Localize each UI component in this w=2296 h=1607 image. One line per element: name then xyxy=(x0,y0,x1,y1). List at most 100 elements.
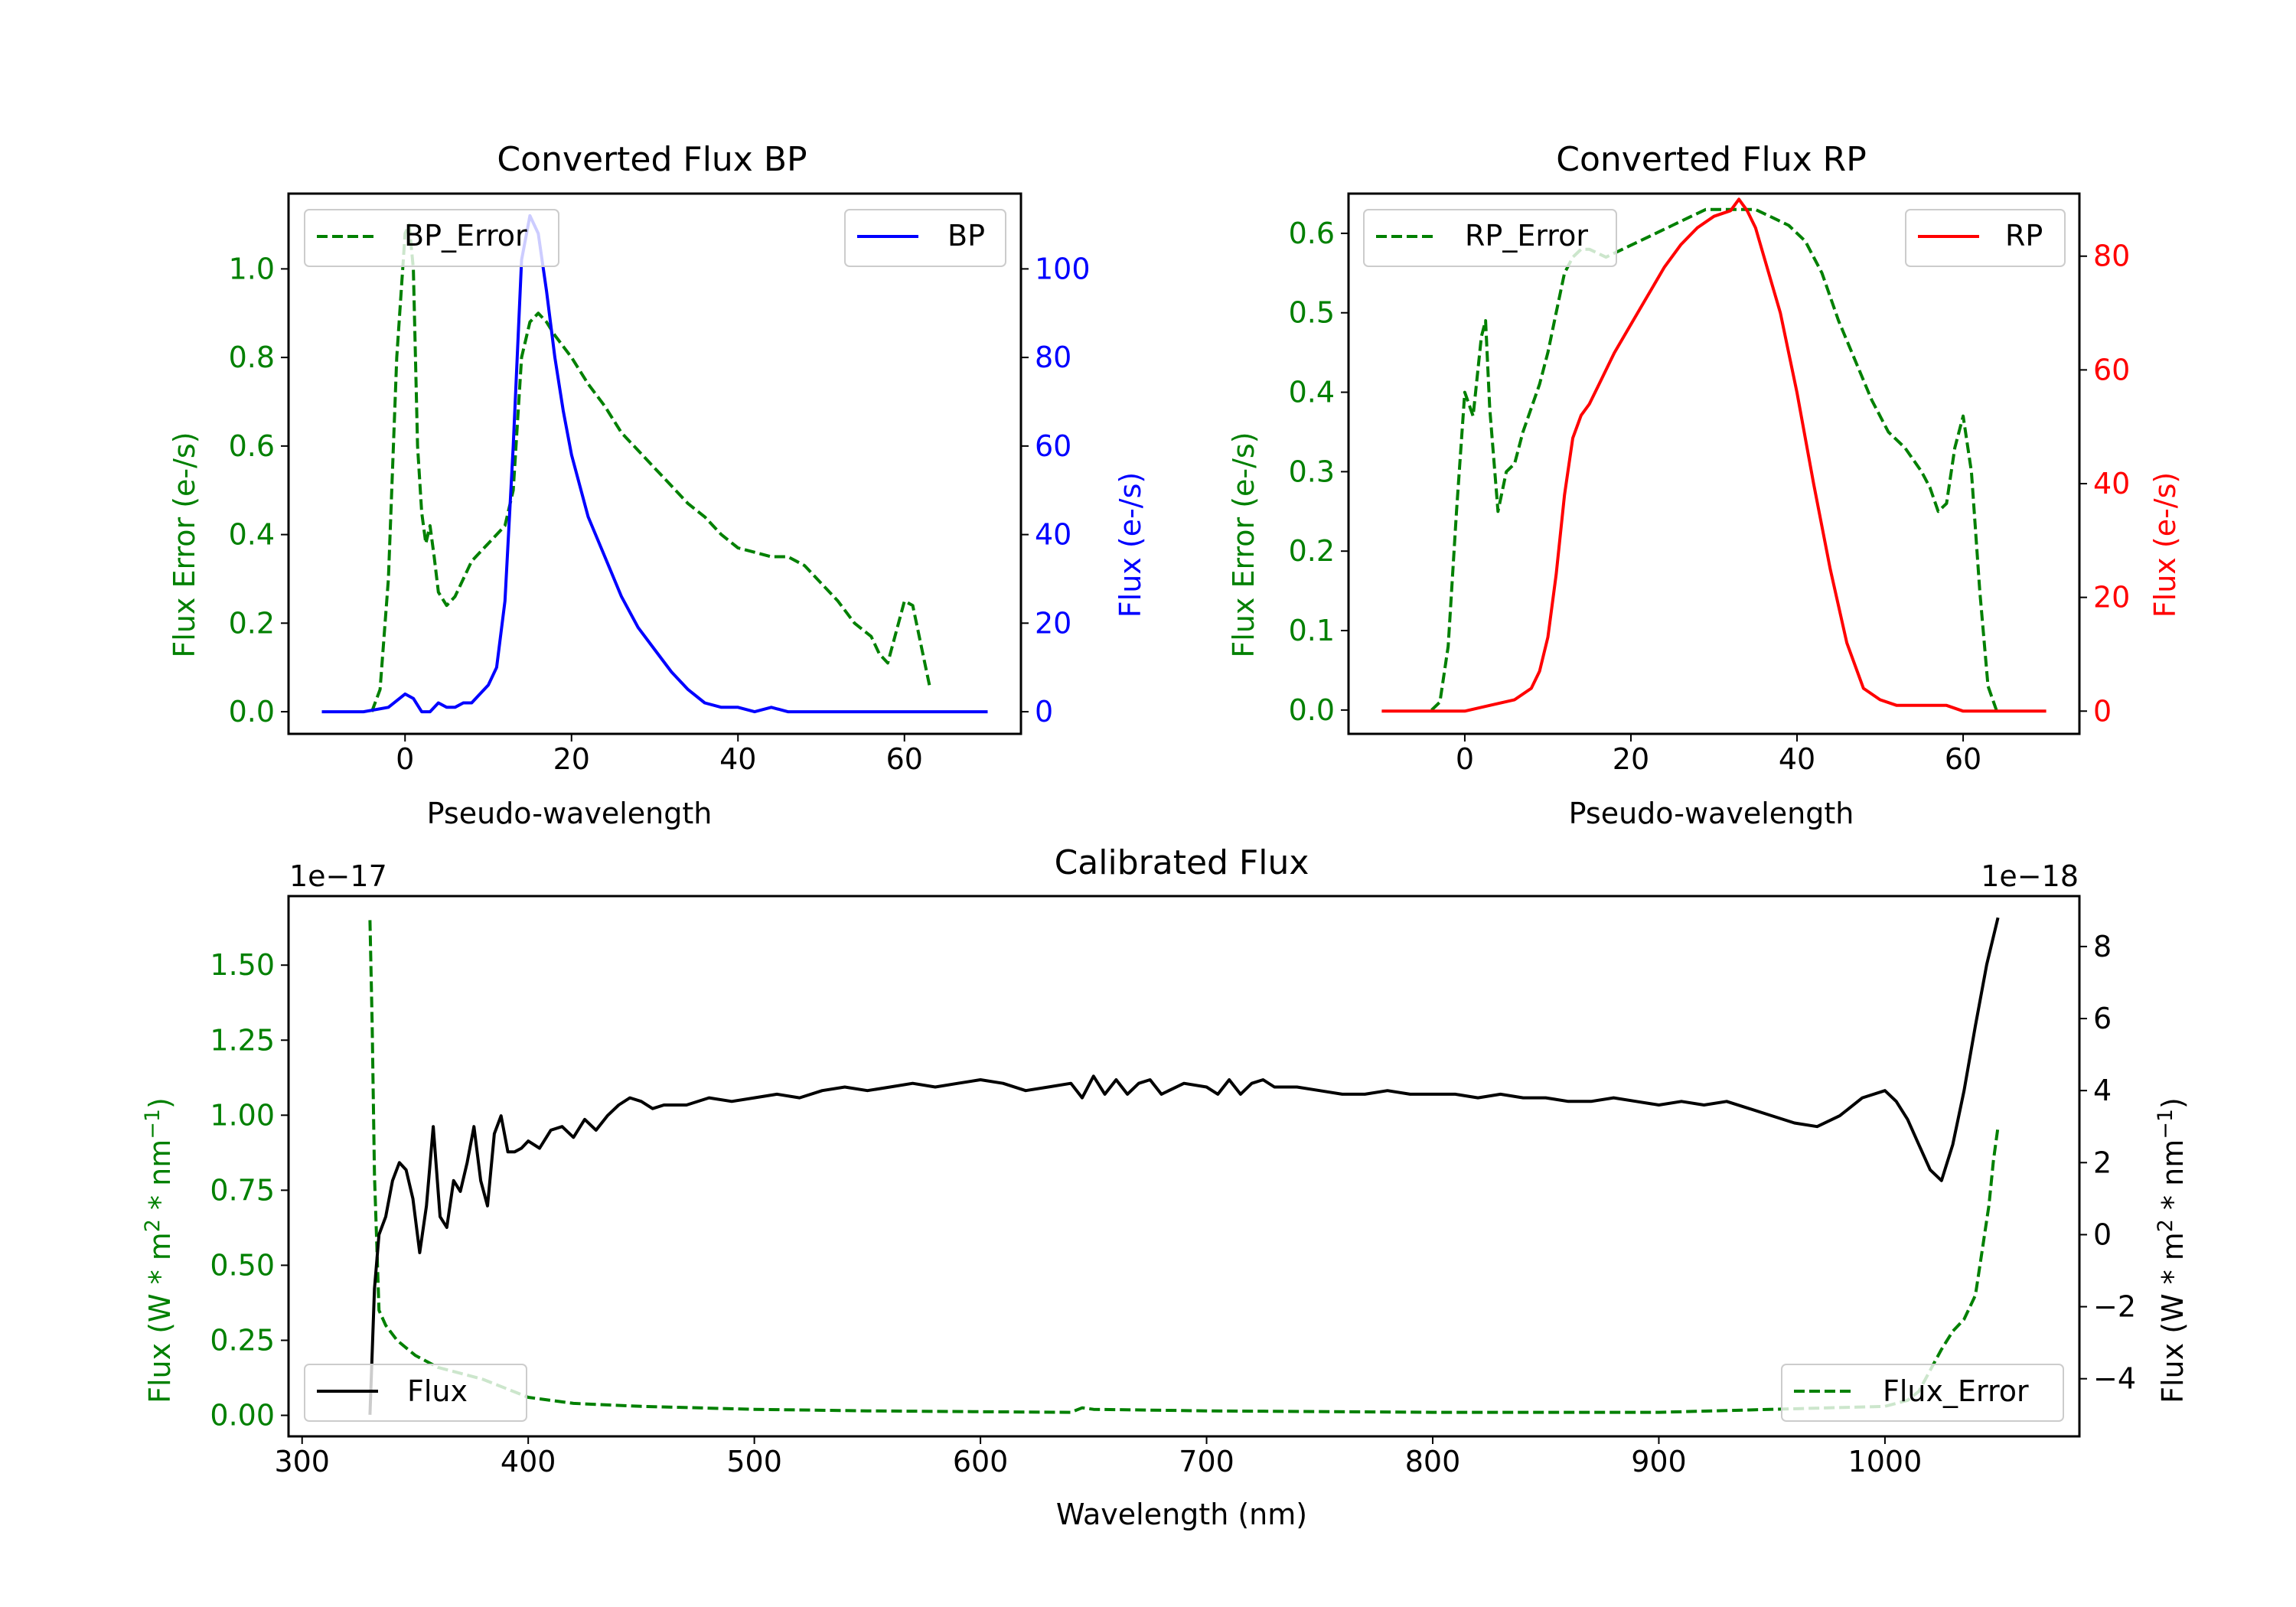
rp-x-tick-label: 20 xyxy=(1613,742,1649,776)
calibrated-x-tick-label: 400 xyxy=(501,1445,556,1478)
bp-x-tick-label: 20 xyxy=(553,742,590,776)
calibrated-x-tick-label: 1000 xyxy=(1848,1445,1923,1478)
rp-right-y-tick-label: 20 xyxy=(2093,581,2130,614)
calibrated-right-y-tick-label: 2 xyxy=(2093,1146,2112,1179)
calibrated-x-tick-label: 900 xyxy=(1631,1445,1687,1478)
calibrated-right-y-label: Flux (W * m2 * nm−1) xyxy=(2154,1097,2190,1403)
bp-series-bp xyxy=(321,214,988,714)
bp-left-y-tick-label: 0.0 xyxy=(229,695,275,729)
calibrated-left-y-tick-label: 1.50 xyxy=(210,948,275,982)
bp-x-tick-label: 60 xyxy=(886,742,923,776)
rp-legend-right-box xyxy=(1905,209,2066,267)
rp-x-tick-label: 0 xyxy=(1456,742,1474,776)
rp-left-y-label: Flux Error (e-/s) xyxy=(1227,432,1261,657)
bp-legend-left: BP_Error xyxy=(304,209,559,267)
rp-left-y-tick-label: 0.0 xyxy=(1289,693,1335,727)
bp-legend-right: BP xyxy=(844,209,1006,267)
calibrated-left-y-tick-label: 0.00 xyxy=(210,1399,275,1433)
calibrated-left-y-tick-label: 1.25 xyxy=(210,1023,275,1057)
rp-legend-left: RP_Error xyxy=(1363,209,1617,267)
bp-series-bp-error xyxy=(370,223,931,712)
calibrated-x-tick-label: 300 xyxy=(274,1445,330,1478)
bp-legend-right-box xyxy=(844,209,1006,267)
rp-series-rp-error xyxy=(1430,207,1998,712)
calibrated-right-offset-label: 1e−18 xyxy=(1981,859,2079,893)
bp-panel: Converted Flux BP Pseudo-wavelength Flux… xyxy=(168,140,1147,830)
bp-left-y-tick-label: 0.8 xyxy=(229,341,275,374)
rp-right-y-tick-label: 60 xyxy=(2093,353,2130,386)
calibrated-panel: Calibrated Flux 1e−17 1e−18 Wavelength (… xyxy=(141,843,2190,1531)
calibrated-x-tick-label: 500 xyxy=(726,1445,782,1478)
calibrated-right-y-tick-label: 0 xyxy=(2093,1217,2112,1251)
bp-title: Converted Flux BP xyxy=(497,140,807,179)
rp-left-y-tick-label: 0.6 xyxy=(1289,217,1335,250)
bp-left-y-tick-label: 1.0 xyxy=(229,252,275,285)
rp-ticks: 0 20 40 60 0.0 0.1 0.2 0.3 0.4 0.5 0.6 0 20 40 60 80 xyxy=(1289,217,2131,776)
calibrated-left-y-tick-label: 0.25 xyxy=(210,1323,275,1357)
rp-series-rp xyxy=(1381,197,2047,713)
rp-right-y-tick-label: 0 xyxy=(2093,694,2112,728)
calibrated-right-y-tick-label: −2 xyxy=(2093,1290,2136,1324)
calibrated-marks xyxy=(368,917,2000,1415)
bp-legend-left-label: BP_Error xyxy=(404,219,527,253)
bp-axes-frame xyxy=(287,192,1022,735)
bp-ticks: 0 20 40 60 0.0 0.2 0.4 0.6 0.8 1.0 0 20 40 60 80 100 xyxy=(229,252,1091,776)
calibrated-right-y-tick-label: −4 xyxy=(2093,1362,2136,1396)
calibrated-left-y-tick-label: 0.75 xyxy=(210,1173,275,1207)
calibrated-legend-right-label: Flux_Error xyxy=(1883,1374,2029,1408)
calibrated-legend-right: Flux_Error xyxy=(1781,1364,2064,1422)
rp-x-label: Pseudo-wavelength xyxy=(1569,797,1854,830)
rp-legend-left-box xyxy=(1363,209,1617,267)
calibrated-right-y-tick-label: 8 xyxy=(2093,930,2112,963)
calibrated-series-flux xyxy=(368,917,2000,1415)
calibrated-right-y-tick-label: 4 xyxy=(2093,1074,2112,1107)
rp-legend-left-label: RP_Error xyxy=(1465,219,1588,253)
bp-left-y-tick-label: 0.6 xyxy=(229,429,275,463)
bp-right-y-tick-label: 80 xyxy=(1035,341,1071,374)
calibrated-left-y-label: Flux (W * m2 * nm−1) xyxy=(141,1097,177,1403)
rp-x-tick-label: 40 xyxy=(1779,742,1815,776)
rp-right-y-tick-label: 80 xyxy=(2093,240,2130,273)
bp-left-y-tick-label: 0.2 xyxy=(229,606,275,640)
rp-legend-right: RP xyxy=(1905,209,2066,267)
bp-right-y-tick-label: 100 xyxy=(1035,252,1091,285)
bp-left-y-label: Flux Error (e-/s) xyxy=(168,432,201,657)
bp-right-y-tick-label: 20 xyxy=(1035,606,1071,640)
bp-legend-right-label: BP xyxy=(947,219,985,253)
rp-x-tick-label: 60 xyxy=(1945,742,1981,776)
calibrated-right-y-tick-label: 6 xyxy=(2093,1002,2112,1035)
calibrated-legend-right-box xyxy=(1781,1364,2064,1422)
bp-x-label: Pseudo-wavelength xyxy=(427,797,713,830)
bp-marks xyxy=(321,214,988,714)
bp-right-y-tick-label: 0 xyxy=(1035,695,1053,729)
rp-right-y-tick-label: 40 xyxy=(2093,467,2130,500)
rp-axes-frame xyxy=(1347,192,2081,735)
rp-legend-right-label: RP xyxy=(2005,219,2043,253)
calibrated-axes-frame xyxy=(287,895,2081,1438)
calibrated-left-y-tick-label: 0.50 xyxy=(210,1248,275,1282)
rp-right-y-label: Flux (e-/s) xyxy=(2148,472,2182,618)
calibrated-left-offset-label: 1e−17 xyxy=(289,859,387,893)
bp-x-tick-label: 40 xyxy=(719,742,756,776)
calibrated-legend-left-box xyxy=(304,1364,527,1422)
calibrated-title: Calibrated Flux xyxy=(1055,843,1309,882)
bp-right-y-tick-label: 40 xyxy=(1035,518,1071,552)
rp-left-y-tick-label: 0.4 xyxy=(1289,376,1335,409)
bp-right-y-label: Flux (e-/s) xyxy=(1114,472,1147,618)
rp-marks xyxy=(1381,197,2047,713)
bp-right-y-tick-label: 60 xyxy=(1035,429,1071,463)
calibrated-legend-left: Flux xyxy=(304,1364,527,1422)
calibrated-x-label: Wavelength (nm) xyxy=(1056,1498,1307,1531)
bp-left-y-tick-label: 0.4 xyxy=(229,518,275,552)
rp-left-y-tick-label: 0.3 xyxy=(1289,455,1335,488)
calibrated-series-flux-error xyxy=(368,920,2000,1414)
bp-x-tick-label: 0 xyxy=(396,742,414,776)
rp-title: Converted Flux RP xyxy=(1556,140,1867,179)
calibrated-left-y-tick-label: 1.00 xyxy=(210,1098,275,1132)
calibrated-x-tick-label: 700 xyxy=(1179,1445,1234,1478)
calibrated-x-tick-label: 800 xyxy=(1405,1445,1461,1478)
calibrated-x-tick-label: 600 xyxy=(953,1445,1009,1478)
calibrated-legend-left-label: Flux xyxy=(407,1374,468,1408)
